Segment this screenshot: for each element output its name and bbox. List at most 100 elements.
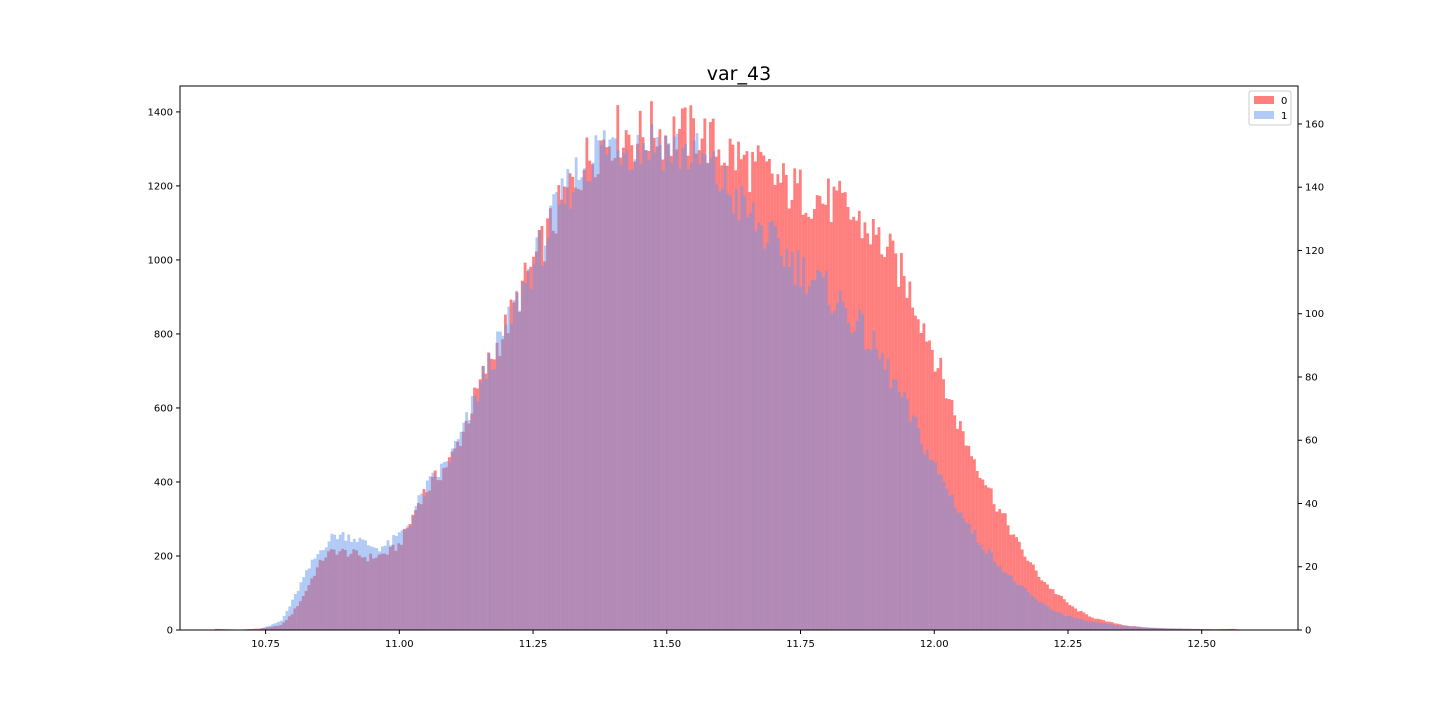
series-1-bar	[897, 391, 901, 630]
series-1-bar	[967, 523, 971, 630]
series-1-bar	[622, 153, 626, 630]
series-1-bar	[734, 189, 738, 631]
series-1-bar	[712, 151, 716, 630]
series-1-bar	[392, 535, 396, 630]
series-1-bar	[1055, 611, 1058, 630]
series-1-bar	[1161, 628, 1165, 630]
series-1-bar	[894, 379, 898, 630]
series-1-bar	[299, 582, 303, 630]
series-1-bar	[838, 290, 842, 630]
series-1-bar	[515, 292, 519, 630]
series-1-bar	[1142, 627, 1145, 630]
series-1-bar	[594, 135, 598, 630]
series-1-bar	[282, 616, 286, 630]
series-1-bar	[1032, 597, 1036, 630]
x-tick-label: 11.75	[786, 639, 815, 650]
series-1-bar	[805, 293, 808, 630]
series-1-bar	[307, 568, 311, 630]
series-1-bar	[1181, 628, 1185, 630]
y-left-tick-label: 1200	[148, 181, 173, 192]
series-1-bar	[406, 526, 410, 630]
series-1-bar	[757, 222, 761, 630]
series-1-bar	[951, 494, 954, 630]
series-1-bar	[1088, 621, 1092, 630]
series-1-bar	[465, 412, 469, 630]
series-1-bar	[302, 577, 306, 630]
series-1-bar	[872, 330, 876, 630]
series-1-bar	[1074, 618, 1078, 630]
series-1-bar	[1077, 618, 1081, 630]
y-right-tick-label: 140	[1305, 183, 1324, 194]
series-1-bar	[659, 145, 662, 630]
series-1-bar	[588, 181, 592, 630]
series-1-bar	[535, 237, 539, 631]
series-1-bar	[675, 133, 679, 631]
series-1-bar	[793, 284, 797, 630]
y-left-tick-label: 1400	[148, 107, 173, 118]
series-1-bar	[1015, 584, 1019, 630]
series-1-bar	[1178, 628, 1182, 630]
series-1-bar	[260, 628, 264, 630]
series-1-bar	[1119, 625, 1123, 630]
series-1-bar	[1187, 628, 1190, 630]
series-1-bar	[369, 546, 373, 630]
series-1-bar	[296, 590, 300, 630]
series-1-bar	[1035, 599, 1039, 630]
legend-swatch-0	[1254, 96, 1274, 104]
series-1-bar	[906, 399, 909, 630]
series-1-bar	[395, 536, 398, 630]
series-1-bar	[484, 378, 488, 630]
series-1-bar	[835, 303, 839, 630]
series-1-bar	[892, 379, 895, 630]
series-1-bar	[774, 226, 777, 630]
series-1-bar	[965, 523, 968, 630]
y-left-tick-label: 400	[154, 477, 173, 488]
series-1-bar	[776, 238, 780, 630]
series-1-bar	[937, 474, 940, 630]
series-1-bar	[344, 540, 348, 630]
series-1-bar	[970, 533, 974, 630]
series-1-bar	[336, 539, 339, 630]
series-1-bar	[813, 280, 817, 630]
series-1-bar	[1184, 628, 1187, 630]
series-1-bar	[439, 463, 443, 630]
series-1-bar	[788, 267, 792, 630]
series-0-bar	[1001, 513, 1004, 630]
series-1-bar	[830, 313, 834, 630]
series-1-bar	[911, 415, 915, 630]
series-1-bar	[521, 282, 525, 630]
series-1-bar	[948, 496, 952, 630]
series-1-bar	[493, 369, 497, 630]
series-1-bar	[417, 495, 421, 630]
series-1-bar	[389, 545, 393, 630]
series-1-bar	[577, 180, 581, 630]
x-tick-label: 12.50	[1187, 639, 1216, 650]
series-1-bar	[462, 422, 466, 630]
series-1-bar	[653, 152, 657, 631]
series-1-bar	[338, 534, 342, 630]
series-1-bar	[504, 324, 508, 630]
series-1-bar	[319, 550, 323, 630]
series-1-bar	[1158, 628, 1162, 630]
series-1-bar	[1139, 627, 1143, 630]
series-1-bar	[279, 620, 283, 630]
series-1-bar	[322, 550, 325, 630]
series-1-bar	[833, 310, 836, 630]
series-1-bar	[414, 505, 418, 630]
series-1-bar	[923, 454, 926, 630]
series-1-bar	[285, 610, 289, 630]
series-1-bar	[953, 507, 957, 630]
series-1-bar	[1063, 615, 1067, 630]
series-1-bar	[942, 481, 946, 630]
series-1-bar	[720, 188, 724, 630]
series-1-bar	[939, 474, 943, 630]
series-1-bar	[366, 545, 370, 630]
series-1-bar	[861, 314, 865, 630]
series-1-bar	[973, 530, 977, 630]
series-1-bar	[850, 332, 853, 630]
series-1-bar	[571, 192, 575, 630]
series-1-bar	[293, 594, 297, 630]
series-1-bar	[1001, 571, 1005, 630]
series-1-bar	[271, 624, 275, 630]
series-1-bar	[1170, 628, 1173, 630]
